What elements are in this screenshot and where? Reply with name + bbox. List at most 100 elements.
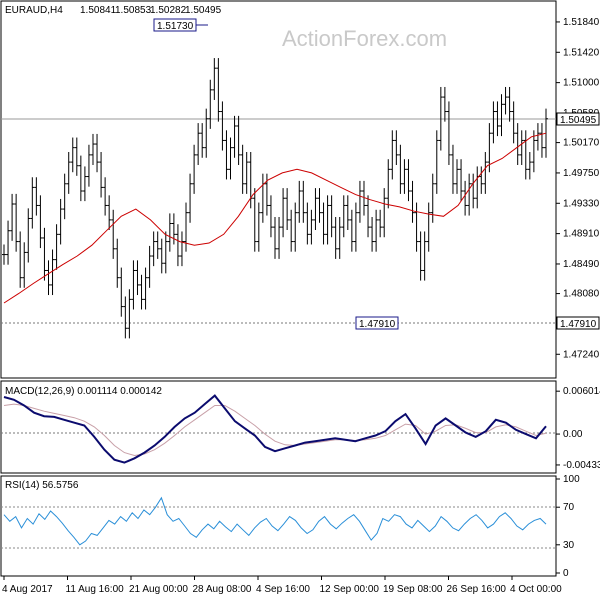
macd-tick-label: 0.00 xyxy=(563,429,583,440)
time-tick-label: 4 Sep 16:00 xyxy=(256,584,310,595)
price-bar xyxy=(309,209,314,245)
rsi-tick-label: 70 xyxy=(563,502,575,513)
rsi-line xyxy=(3,496,547,546)
time-tick-label: 19 Sep 08:00 xyxy=(383,584,443,595)
price-bar xyxy=(333,217,338,259)
price-bar xyxy=(14,193,19,252)
high-marker: 1.51730 xyxy=(153,18,208,32)
price-bar xyxy=(74,137,79,176)
price-bar xyxy=(147,245,152,288)
price-bar xyxy=(200,123,205,158)
low-marker: 1.47910 xyxy=(355,316,399,330)
price-bar xyxy=(240,144,245,194)
price-bar xyxy=(361,180,366,216)
macd-line xyxy=(3,394,547,464)
price-tick-label: 1.48910 xyxy=(563,229,600,240)
price-bar xyxy=(297,180,302,223)
price-bar xyxy=(495,101,500,137)
price-bar xyxy=(305,202,310,245)
price-tick-label: 1.49330 xyxy=(563,198,600,209)
price-bar xyxy=(111,209,116,259)
price-bar xyxy=(46,260,51,296)
high-marker-label: 1.51730 xyxy=(157,21,194,32)
price-bar xyxy=(159,238,164,274)
price-bar xyxy=(410,180,415,223)
price-tick-label: 1.48080 xyxy=(563,289,600,300)
price-bar xyxy=(212,58,217,100)
price-bar xyxy=(406,159,411,202)
last-price-tag-label: 1.50495 xyxy=(560,115,597,126)
price-bar xyxy=(337,217,342,259)
price-header-open: 1.50841 xyxy=(80,5,117,16)
macd-tick-label: 0.006014 xyxy=(563,386,600,397)
price-bar xyxy=(228,137,233,180)
price-tick-label: 1.48490 xyxy=(563,259,600,270)
price-bar xyxy=(459,159,464,202)
price-bar xyxy=(487,123,492,173)
price-bar xyxy=(418,231,423,281)
time-tick-label: 4 Aug 2017 xyxy=(2,584,53,595)
price-bar xyxy=(38,195,43,249)
price-bar xyxy=(167,213,172,252)
price-bars xyxy=(2,58,548,339)
price-bar xyxy=(119,267,124,317)
price-header-high: 1.50853 xyxy=(115,5,152,16)
price-bar xyxy=(357,180,362,223)
price-bar xyxy=(188,173,193,223)
price-bar xyxy=(216,58,221,122)
price-bar xyxy=(382,188,387,238)
price-bar xyxy=(341,195,346,238)
price-bar xyxy=(483,151,488,194)
price-bar xyxy=(414,202,419,252)
price-bar xyxy=(535,123,540,151)
macd-panel: MACD(12,26,9) 0.001114 0.000142 0.006014… xyxy=(0,380,600,474)
moving-average-line xyxy=(3,132,547,304)
price-bar xyxy=(66,151,71,194)
price-bar xyxy=(18,231,23,288)
price-bar xyxy=(422,231,427,281)
price-bar xyxy=(6,220,11,265)
price-bar xyxy=(281,188,286,238)
price-bar xyxy=(70,137,75,173)
price-bar xyxy=(99,151,104,198)
price-bar xyxy=(90,133,95,165)
price-bar xyxy=(426,202,431,252)
price-bar xyxy=(107,195,112,231)
time-tick-label: 21 Aug 00:00 xyxy=(129,584,188,595)
price-bar xyxy=(143,267,148,310)
price-bar xyxy=(479,166,484,194)
price-bar xyxy=(467,173,472,216)
price-bar xyxy=(58,198,63,245)
watermark: ActionForex.com xyxy=(282,26,447,51)
price-bar xyxy=(54,224,59,270)
price-bar xyxy=(450,144,455,194)
price-bar xyxy=(26,208,31,263)
price-bar xyxy=(277,217,282,259)
price-bar xyxy=(345,195,350,231)
time-tick-label: 28 Aug 08:00 xyxy=(193,584,252,595)
price-bar xyxy=(273,217,277,259)
price-bar xyxy=(289,209,294,252)
price-bar xyxy=(434,130,439,194)
low-price-tag-label: 1.47910 xyxy=(560,319,597,330)
price-bar xyxy=(244,151,249,194)
price-bar xyxy=(394,130,399,165)
price-bar xyxy=(503,86,508,115)
price-bar xyxy=(179,231,184,267)
price-bar xyxy=(349,209,354,252)
price-bar xyxy=(82,166,87,202)
price-bar xyxy=(398,144,403,194)
price-bar xyxy=(192,144,197,194)
price-bar xyxy=(224,130,229,180)
price-bar xyxy=(127,289,132,339)
rsi-panel: RSI(14) 56.5756 100 70 30 0 xyxy=(0,474,580,579)
price-bar xyxy=(285,188,290,231)
last-price-tag: 1.50495 xyxy=(556,112,600,126)
price-bar xyxy=(353,202,358,252)
price-tick-label: 1.50170 xyxy=(563,138,600,149)
price-bar xyxy=(374,209,379,252)
price-bar xyxy=(511,101,516,144)
price-bar xyxy=(325,195,330,245)
price-bar xyxy=(252,188,257,252)
